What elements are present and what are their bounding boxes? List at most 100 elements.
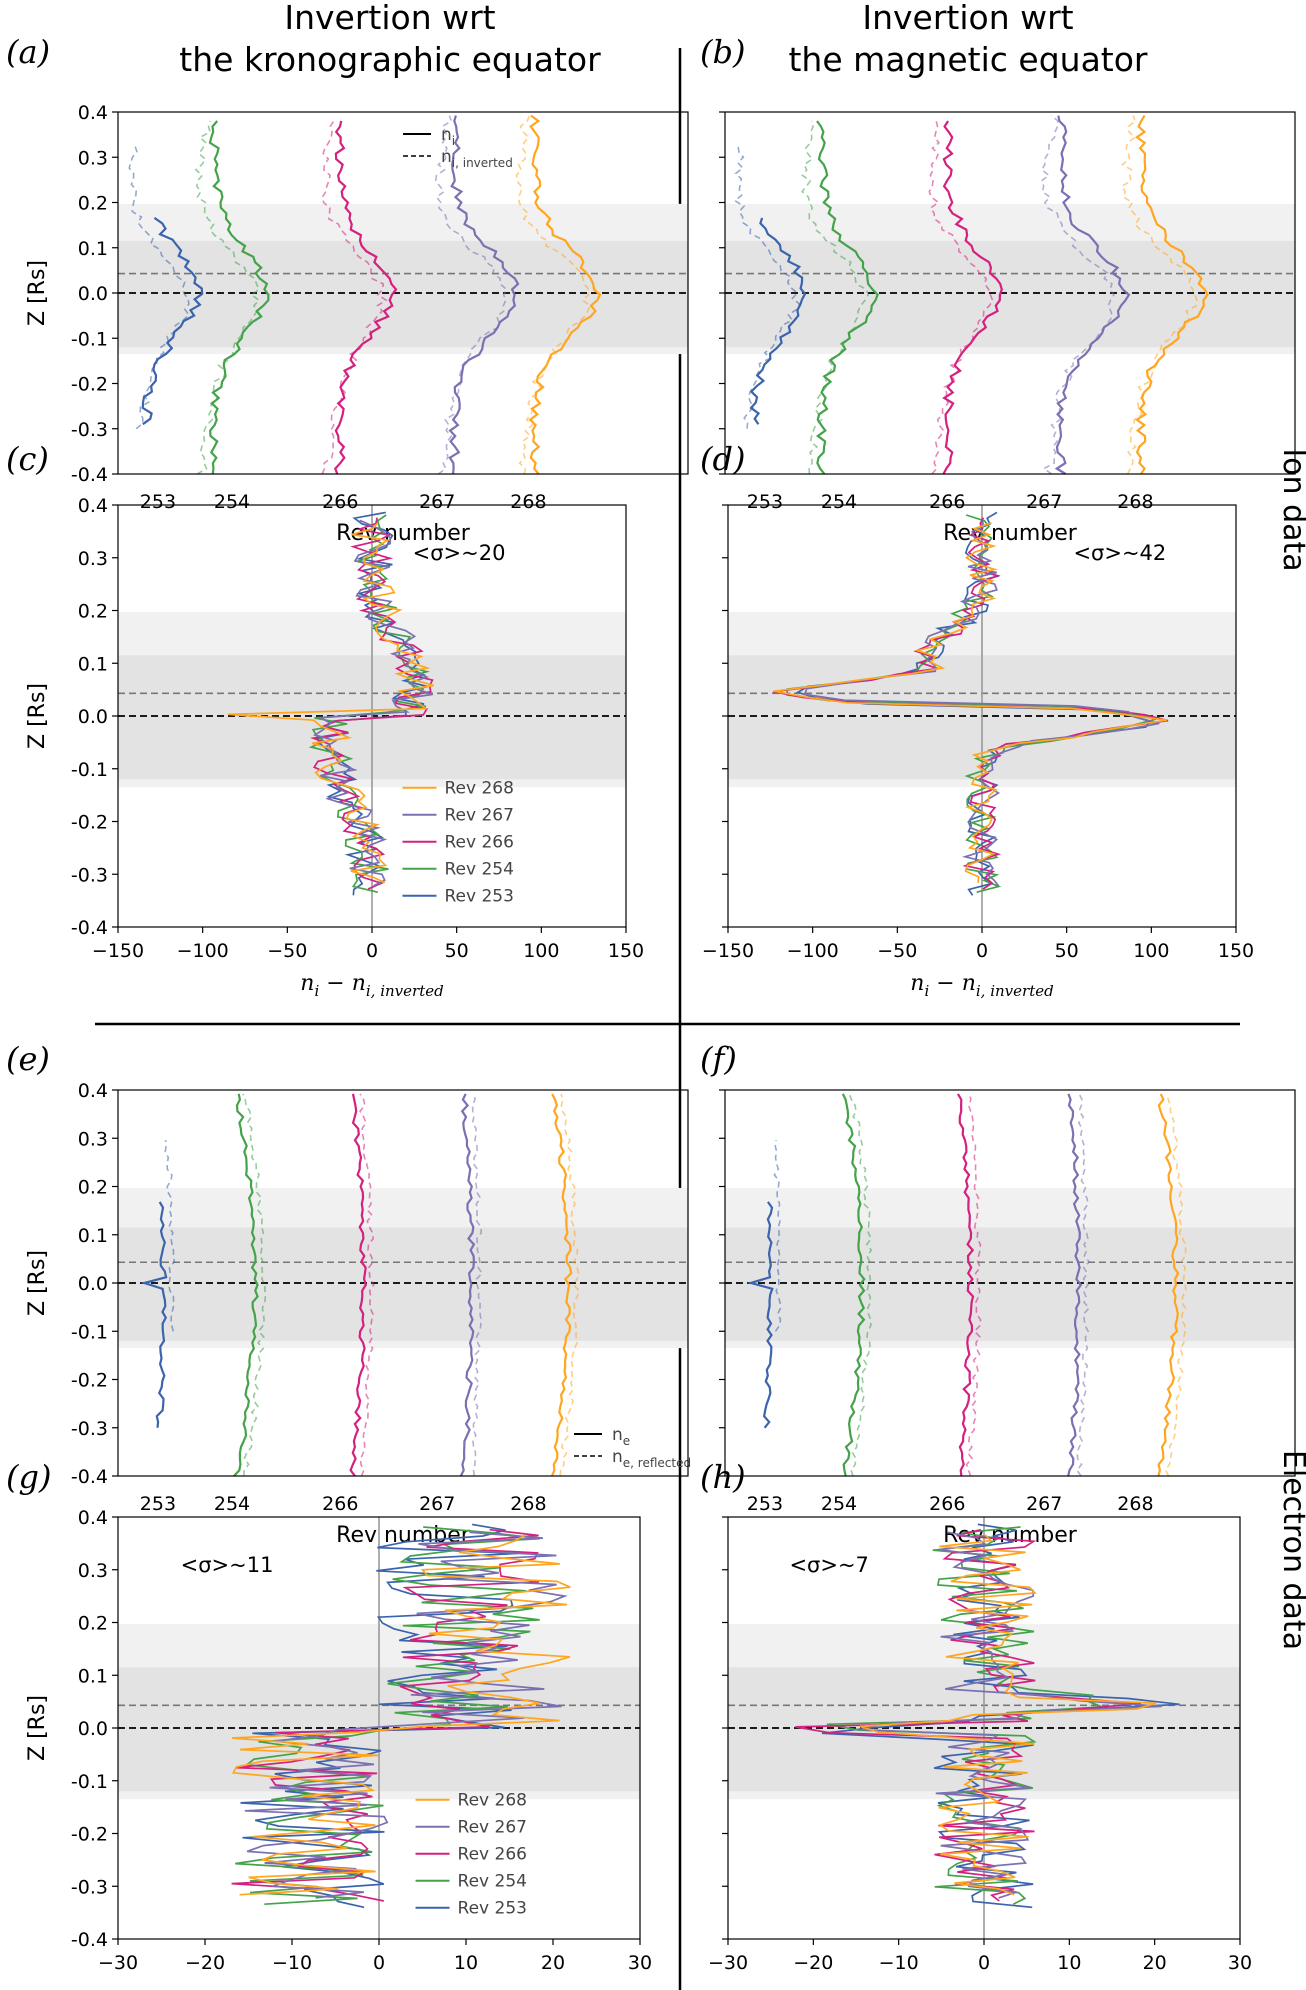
y-tick-label: 0.0 xyxy=(78,283,108,305)
x-tick-label: 100 xyxy=(523,940,559,962)
y-tick-label: 0.4 xyxy=(78,495,108,517)
panel-label-b: (b) xyxy=(700,33,745,71)
sigma-annotation: <σ>~20 xyxy=(413,541,506,565)
x-tick-label: 50 xyxy=(1055,940,1079,962)
inverted-profile-rev-254 xyxy=(800,120,870,475)
y-tick-label: 0.3 xyxy=(78,548,108,570)
x-tick-label: 254 xyxy=(821,491,857,513)
panel-label-c: (c) xyxy=(6,440,49,478)
diff-line-rev-253 xyxy=(821,1523,1180,1909)
x-tick-label: −10 xyxy=(272,1952,312,1974)
x-tick-label: −50 xyxy=(267,940,307,962)
y-tick-label: -0.1 xyxy=(71,1321,108,1343)
x-tick-label: 253 xyxy=(140,491,176,513)
diff-line-rev-266 xyxy=(231,1528,540,1902)
x-tick-label: 267 xyxy=(419,1493,455,1515)
y-tick-label: -0.2 xyxy=(71,1824,108,1846)
plot-border xyxy=(724,111,1296,475)
x-tick-label: 150 xyxy=(1218,940,1254,962)
y-tick-label: 0.3 xyxy=(78,1128,108,1150)
y-tick-label: -0.3 xyxy=(71,1876,108,1898)
profile-rev-267 xyxy=(448,115,520,475)
y-tick-label: 0.1 xyxy=(78,653,108,675)
x-tick-label: 268 xyxy=(1117,1493,1153,1515)
profile-rev-267 xyxy=(459,1093,476,1477)
x-tick-label: 30 xyxy=(1228,1952,1252,1974)
x-tick-label: 254 xyxy=(214,1493,250,1515)
profile-rev-253 xyxy=(749,217,807,425)
panel-d: −150 −100 −50 0 50 100 150 ni − ni, inverted <σ>… xyxy=(702,504,1254,1000)
x-axis-label: ni − ni, inverted xyxy=(910,971,1053,1000)
diff-line-rev-268 xyxy=(774,522,1167,883)
y-tick-label: 0.2 xyxy=(78,601,108,623)
x-tick-label: 266 xyxy=(929,1493,965,1515)
y-tick-label: 0.3 xyxy=(78,147,108,169)
x-tick-label: 266 xyxy=(322,491,358,513)
y-tick-label: -0.4 xyxy=(71,464,108,486)
inverted-profile-rev-267 xyxy=(471,1093,484,1477)
inverted-profile-rev-268 xyxy=(1164,1093,1187,1477)
col-title-left-line1: Invertion wrt xyxy=(284,0,495,37)
x-tick-label: −150 xyxy=(702,940,754,962)
y-tick-label: -0.4 xyxy=(71,1466,108,1488)
y-tick-label: 0.4 xyxy=(78,1080,108,1102)
x-tick-label: 268 xyxy=(1117,491,1153,513)
diff-line-rev-268 xyxy=(228,522,434,884)
legend-label-dashed: ni, inverted xyxy=(441,147,513,170)
y-tick-label: -0.4 xyxy=(71,917,108,939)
legend-label: Rev 267 xyxy=(444,806,513,826)
row-title-electron: Electron data xyxy=(1276,1450,1306,1650)
x-tick-label: 254 xyxy=(821,1493,857,1515)
diff-line-rev-267 xyxy=(244,1531,568,1899)
inverted-profile-rev-266 xyxy=(965,1093,982,1477)
band-inner xyxy=(725,1227,1295,1341)
plot-border xyxy=(117,111,689,475)
x-tick-label: 267 xyxy=(419,491,455,513)
x-tick-label: 254 xyxy=(214,491,250,513)
x-tick-label: 267 xyxy=(1026,1493,1062,1515)
legend-label: Rev 268 xyxy=(444,779,513,799)
x-tick-label: 100 xyxy=(1133,940,1169,962)
panel-label-f: (f) xyxy=(700,1040,737,1078)
diff-line-rev-267 xyxy=(312,519,433,887)
inverted-profile-rev-253 xyxy=(128,146,190,430)
col-title-right-line1: Invertion wrt xyxy=(862,0,1073,37)
diff-line-rev-268 xyxy=(231,1534,571,1896)
diff-line-rev-268 xyxy=(859,1534,1157,1896)
sigma-annotation: <σ>~42 xyxy=(1073,541,1166,565)
x-tick-label: 20 xyxy=(541,1952,565,1974)
profile-rev-268 xyxy=(1157,1093,1180,1477)
panel-a: -0.4 -0.3 -0.2 -0.1 0.0 0.1 0.2 0.3 0.4 Z [Rs] 253… xyxy=(25,102,689,546)
y-tick-label: -0.3 xyxy=(71,1418,108,1440)
panel-label-g: (g) xyxy=(6,1458,51,1496)
x-tick-label: 253 xyxy=(747,491,783,513)
y-tick-label: 0.1 xyxy=(78,1225,108,1247)
x-tick-label: 0 xyxy=(976,940,988,962)
y-tick-label: -0.1 xyxy=(71,1771,108,1793)
x-tick-label: 10 xyxy=(1057,1952,1081,1974)
inverted-profile-rev-267 xyxy=(1075,1093,1091,1477)
x-tick-label: 266 xyxy=(929,491,965,513)
x-tick-label: −150 xyxy=(92,940,144,962)
diff-line-rev-267 xyxy=(803,520,1160,887)
y-tick-label: 0.1 xyxy=(78,238,108,260)
x-tick-label: −100 xyxy=(787,940,839,962)
legend-label-solid: ni xyxy=(441,125,455,148)
x-tick-label: 0 xyxy=(366,940,378,962)
x-tick-label: −10 xyxy=(879,1952,919,1974)
x-tick-label: −30 xyxy=(98,1952,138,1974)
inverted-profile-rev-253 xyxy=(164,1140,176,1332)
inverted-profile-rev-254 xyxy=(194,120,261,475)
inverted-profile-rev-268 xyxy=(559,1093,581,1477)
legend-label: Rev 266 xyxy=(458,1845,527,1865)
x-axis-label: ne − ne, inverted xyxy=(908,1983,1060,1990)
y-tick-label: -0.2 xyxy=(71,1370,108,1392)
plot-border xyxy=(724,1089,1296,1477)
inverted-profile-rev-266 xyxy=(321,120,388,475)
x-tick-label: 268 xyxy=(510,491,546,513)
y-tick-label: -0.3 xyxy=(71,419,108,441)
profile-rev-253 xyxy=(141,216,204,426)
profile-rev-268 xyxy=(528,114,602,475)
